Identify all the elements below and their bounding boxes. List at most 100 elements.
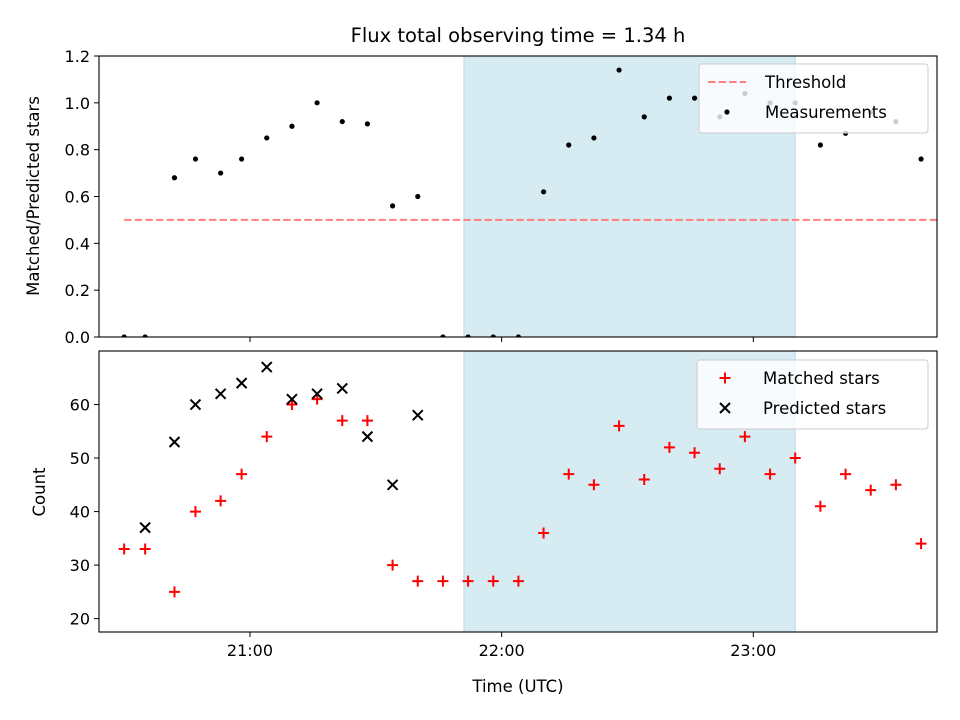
measurement-point (314, 100, 320, 106)
y-tick-label: 60 (70, 396, 90, 415)
matched-star-marker (890, 479, 902, 491)
matched-star-marker (588, 479, 600, 491)
y-tick-label: 1.2 (65, 47, 90, 66)
measurement-point (121, 334, 127, 337)
legend: Matched stars Predicted stars (696, 359, 929, 430)
panel-bottom: 203040506021:0022:0023:0000:0001:0002:00… (70, 350, 952, 660)
plot-area (118, 361, 952, 624)
legend-label: Threshold (764, 73, 846, 92)
matched-star-marker (840, 468, 852, 480)
predicted-star-marker (361, 430, 374, 443)
matched-star-marker (462, 575, 474, 587)
measurement-point (218, 170, 224, 176)
matched-star-marker (336, 415, 348, 427)
predicted-star-marker (168, 436, 181, 448)
measurement-point (515, 334, 522, 337)
matched-star-marker (215, 495, 227, 507)
matched-star-marker (261, 431, 273, 443)
x-tick-label: 22:00 (479, 641, 525, 660)
measurement-point (666, 95, 673, 101)
matched-star-marker (139, 543, 151, 555)
measurement-point (264, 135, 270, 141)
matched-star-marker (941, 613, 952, 624)
legend-measurement-swatch (724, 109, 730, 115)
matched-star-marker (739, 431, 751, 443)
predicted-star-marker (189, 398, 202, 411)
matched-star-marker (512, 575, 524, 587)
matched-star-marker (764, 468, 776, 480)
matched-star-marker (286, 399, 298, 411)
predicted-star-marker (261, 361, 273, 373)
y-axis-label-top: Matched/Predicted stars (24, 96, 43, 296)
measurement-point (616, 67, 622, 73)
y-tick-label: 1.0 (65, 94, 90, 113)
measurement-point (364, 121, 371, 127)
y-tick-label: 0.4 (65, 234, 90, 253)
measurement-point (339, 118, 345, 125)
predicted-star-marker (412, 409, 424, 421)
legend-label: Predicted stars (763, 399, 886, 418)
measurement-point (566, 142, 572, 148)
legend-matched-swatch (719, 372, 731, 384)
matched-star-marker (437, 575, 449, 587)
panel-top: 0.0 0.2 0.4 0.6 0.8 1.0 1.2 Threshold Measuremen… (65, 47, 949, 347)
matched-star-marker (487, 575, 499, 587)
legend-box (696, 359, 929, 430)
y-tick-label: 20 (70, 610, 90, 629)
measurement-point (389, 203, 396, 209)
matched-star-marker (538, 527, 550, 539)
predicted-star-marker (386, 479, 399, 491)
matched-star-marker (118, 543, 130, 555)
y-tick-label: 0.0 (65, 328, 90, 347)
x-tick-label: 23:00 (730, 641, 776, 660)
matched-star-marker (387, 559, 399, 571)
measurement-point (944, 217, 949, 222)
y-tick-label: 50 (70, 449, 90, 468)
predicted-star-marker (235, 377, 248, 389)
y-tick-label: 40 (70, 503, 90, 522)
measurement-point (591, 135, 597, 141)
y-axis-label-bottom: Count (30, 467, 49, 517)
matched-star-marker (361, 415, 373, 427)
matched-star-marker (412, 575, 424, 587)
matched-star-marker (236, 468, 248, 480)
predicted-star-marker (286, 393, 298, 405)
axes-frame (98, 350, 938, 633)
matched-star-marker (563, 468, 575, 480)
measurement-point (239, 156, 245, 162)
matched-star-marker (814, 500, 826, 512)
y-tick-label: 0.2 (65, 281, 90, 300)
matched-star-marker (689, 447, 701, 459)
measurement-point (817, 142, 824, 148)
y-tick-label: 30 (70, 556, 90, 575)
predicted-star-marker (336, 382, 348, 395)
chart-title: Flux total observing time = 1.34 h (351, 24, 686, 47)
matched-star-marker (638, 473, 650, 485)
matched-star-marker (663, 441, 675, 453)
matched-star-marker (865, 484, 877, 496)
matched-star-marker (613, 420, 625, 432)
measurement-point (691, 95, 698, 101)
legend-box (698, 63, 929, 134)
measurement-point (490, 334, 496, 337)
measurement-point (440, 334, 446, 337)
matched-star-marker (168, 586, 180, 598)
predicted-star-marker (311, 388, 323, 400)
legend-predicted-swatch (719, 402, 731, 414)
x-tick-label: 21:00 (227, 641, 273, 660)
legend: Threshold Measurements (698, 63, 929, 134)
matched-star-marker (915, 538, 927, 550)
measurement-point (142, 334, 148, 337)
measurement-point (192, 156, 199, 162)
predicted-star-marker (139, 521, 151, 534)
x-axis-label: Time (UTC) (471, 677, 563, 696)
matched-star-marker (189, 506, 201, 518)
matched-star-marker (311, 393, 323, 405)
matched-star-marker (714, 463, 726, 475)
predicted-star-marker (214, 388, 227, 400)
y-tick-label: 0.8 (65, 141, 90, 160)
measurement-point (289, 123, 295, 129)
measurement-point (540, 189, 547, 195)
measurement-point (171, 175, 178, 181)
